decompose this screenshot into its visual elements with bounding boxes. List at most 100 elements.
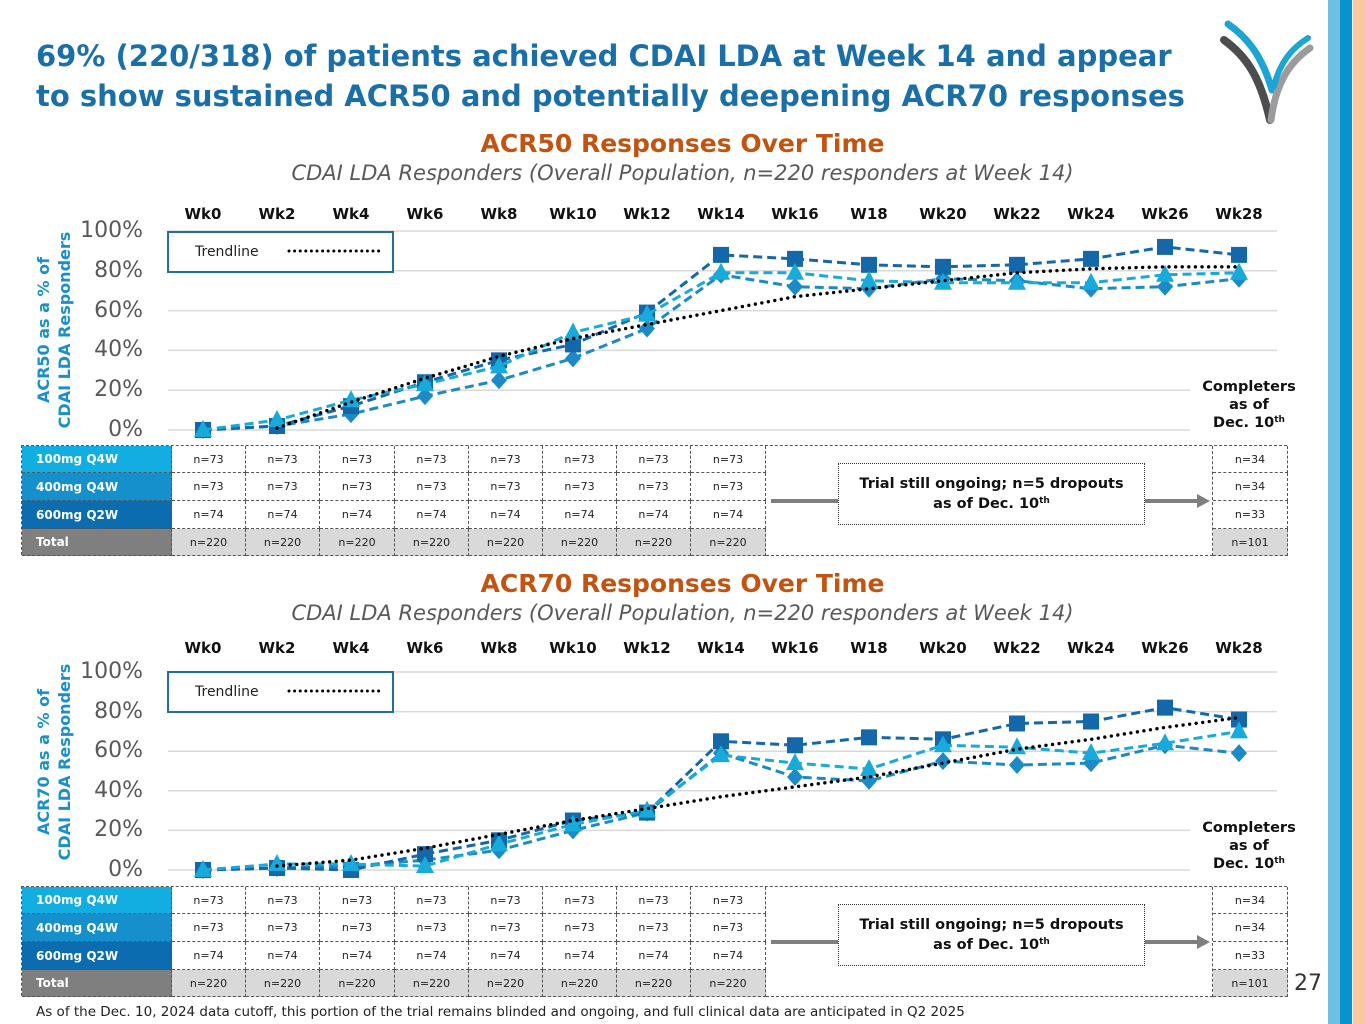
n-count-cell: n=73	[543, 887, 617, 914]
trial-status-note-suffix: th	[1039, 937, 1050, 948]
n-count-cell: n=73	[469, 887, 543, 914]
y-tick-label: 100%	[80, 659, 143, 684]
y-tick-label: 80%	[94, 698, 143, 724]
n-count-cell: n=74	[691, 501, 766, 529]
n-count-cell: n=73	[691, 914, 766, 942]
series-600mg-q2w	[195, 699, 1247, 878]
data-point-square	[1083, 713, 1099, 730]
trendline	[275, 715, 1241, 868]
data-point-diamond	[787, 767, 803, 786]
data-point-triangle	[1008, 737, 1026, 755]
data-point-square	[787, 737, 803, 754]
y-tick-label: 20%	[94, 817, 143, 843]
data-point-triangle	[1156, 733, 1174, 751]
page-title-line-1: 69% (220/318) of patients achieved CDAI …	[36, 39, 1172, 73]
n-count-cell: n=220	[469, 529, 543, 556]
chart-legend: Trendline	[167, 231, 394, 273]
company-logo-icon	[1220, 20, 1314, 124]
completers-count-cell: n=34	[1213, 887, 1288, 914]
x-tick-label: Wk8	[480, 205, 518, 223]
n-count-cell: n=73	[543, 914, 617, 942]
data-point-triangle	[194, 420, 212, 437]
data-point-triangle	[786, 753, 804, 771]
n-count-cell: n=220	[543, 529, 617, 556]
page-number: 27	[1294, 971, 1322, 996]
n-count-cell: n=73	[246, 446, 320, 473]
data-point-triangle	[1230, 721, 1248, 739]
trendline-swatch-icon	[287, 689, 383, 693]
n-count-cell: n=73	[246, 914, 320, 942]
n-count-cell: n=74	[395, 501, 469, 529]
completers-label: Completers as of Dec. 10th	[1189, 819, 1309, 873]
trial-status-note: Trial still ongoing; n=5 dropouts as of …	[838, 463, 1145, 525]
data-point-square	[1157, 238, 1173, 255]
data-point-triangle	[786, 262, 804, 280]
x-tick-label: Wk22	[993, 205, 1041, 223]
series-line	[202, 706, 1240, 872]
arrow-line-right	[1145, 940, 1198, 944]
x-tick-label: W18	[850, 205, 888, 223]
n-count-cell: n=73	[617, 914, 691, 942]
n-count-cell: n=74	[246, 501, 320, 529]
n-count-cell: n=220	[320, 970, 395, 997]
n-count-cell: n=74	[246, 942, 320, 970]
trial-status-note-date: as of Dec. 10	[933, 937, 1040, 953]
x-tick-label: Wk10	[549, 205, 597, 223]
completers-count-cell: n=34	[1213, 473, 1288, 501]
x-tick-label: Wk12	[623, 639, 671, 657]
chart-legend: Trendline	[167, 671, 394, 713]
n-count-cell: n=74	[172, 501, 246, 529]
completers-label-line-2: as of	[1229, 397, 1269, 413]
data-point-diamond	[491, 371, 507, 390]
y-tick-label: 40%	[94, 777, 143, 803]
arrow-right-icon	[1197, 494, 1210, 508]
data-point-triangle	[860, 270, 878, 288]
n-count-cell: n=74	[617, 942, 691, 970]
n-count-cell: n=73	[246, 887, 320, 914]
y-tick-label: 100%	[80, 218, 143, 243]
n-count-cell: n=220	[320, 529, 395, 556]
y-tick-label: 0%	[108, 857, 143, 882]
n-count-cell: n=73	[320, 887, 395, 914]
chart-subtitle: CDAI LDA Responders (Overall Population,…	[291, 601, 1074, 625]
y-tick-label: 60%	[94, 297, 143, 323]
x-tick-label: Wk2	[258, 205, 296, 223]
completers-date-suffix: th	[1274, 856, 1285, 867]
n-count-cell: n=73	[691, 473, 766, 501]
x-tick-label: Wk16	[771, 205, 819, 223]
x-tick-label: Wk0	[184, 205, 222, 223]
n-count-cell: n=220	[395, 529, 469, 556]
sample-size-table: Trial still ongoing; n=5 dropouts as of …	[21, 886, 1288, 997]
x-tick-label: Wk12	[623, 205, 671, 223]
chart-title: ACR70 Responses Over Time	[480, 569, 885, 598]
data-point-triangle	[194, 860, 212, 877]
dose-group-label: Total	[22, 529, 172, 556]
n-count-cell: n=73	[172, 446, 246, 473]
data-point-triangle	[712, 745, 730, 763]
x-tick-label: Wk6	[406, 639, 444, 657]
n-count-cell: n=73	[320, 473, 395, 501]
data-point-diamond	[565, 349, 581, 368]
n-count-cell: n=73	[543, 473, 617, 501]
n-count-cell: n=220	[617, 529, 691, 556]
data-point-square	[861, 256, 877, 273]
arrow-line-left	[771, 499, 838, 503]
data-point-triangle	[268, 410, 286, 428]
trial-status-note-line-1: Trial still ongoing; n=5 dropouts	[859, 476, 1124, 492]
dose-group-label: 600mg Q2W	[22, 942, 172, 970]
n-count-cell: n=73	[691, 887, 766, 914]
completers-count-cell: n=33	[1213, 501, 1288, 529]
dose-group-label: Total	[22, 970, 172, 997]
side-bar-dark	[1340, 0, 1352, 1024]
x-tick-label: Wk4	[332, 639, 370, 657]
data-point-triangle	[934, 735, 952, 753]
data-point-diamond	[1157, 277, 1173, 296]
n-count-cell: n=73	[469, 446, 543, 473]
completers-count-cell: n=101	[1213, 529, 1288, 556]
data-point-triangle	[1082, 272, 1100, 290]
n-count-cell: n=74	[469, 942, 543, 970]
n-count-cell: n=74	[543, 942, 617, 970]
completers-label: Completers as of Dec. 10th	[1189, 378, 1309, 432]
dose-group-label: 100mg Q4W	[22, 887, 172, 914]
